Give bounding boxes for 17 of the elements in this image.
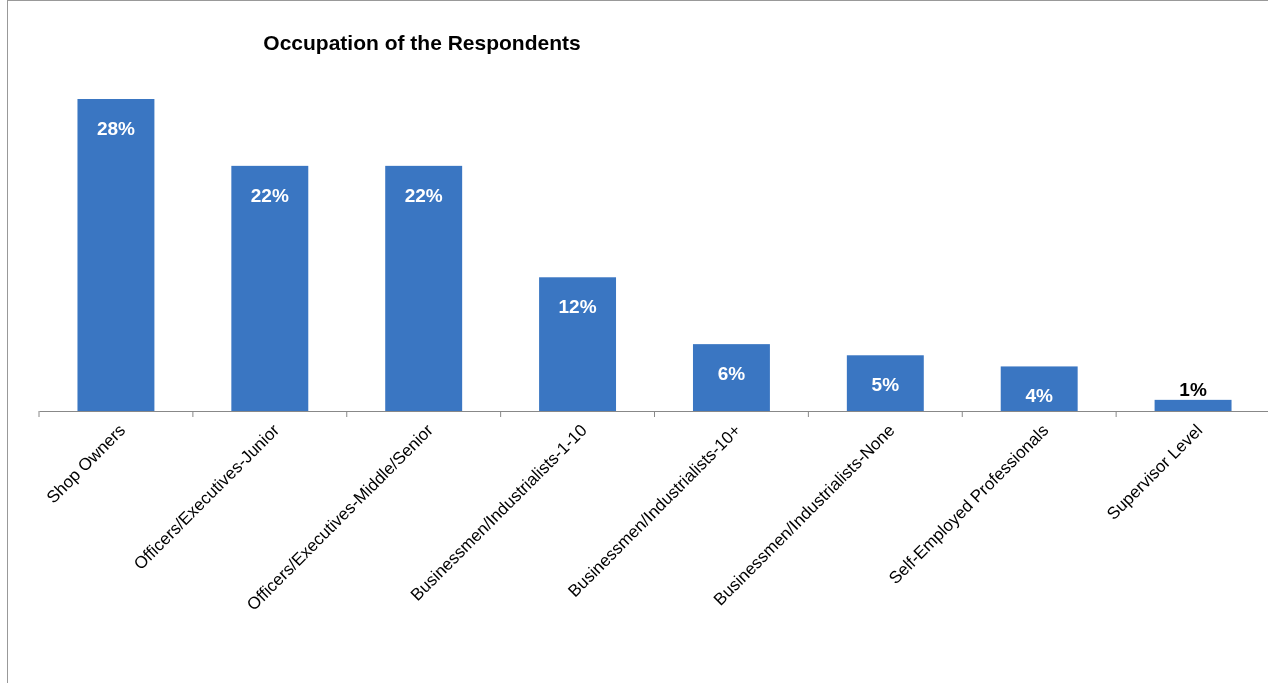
data-label: 4% — [1025, 385, 1054, 407]
data-label: 1% — [1179, 378, 1207, 400]
data-label: 5% — [871, 374, 900, 396]
data-label: 22% — [404, 184, 443, 206]
bar — [1154, 399, 1232, 411]
data-label: 6% — [717, 363, 746, 385]
chart-title: Occupation of the Respondents — [263, 31, 581, 54]
bar — [77, 99, 155, 411]
bar — [539, 277, 617, 411]
bar — [1000, 366, 1078, 411]
bar — [846, 355, 924, 411]
bar — [692, 344, 770, 411]
data-label: 12% — [558, 296, 597, 318]
data-label: 28% — [96, 118, 136, 139]
bar — [231, 165, 309, 411]
bar — [385, 165, 463, 411]
data-label: 22% — [250, 184, 289, 206]
